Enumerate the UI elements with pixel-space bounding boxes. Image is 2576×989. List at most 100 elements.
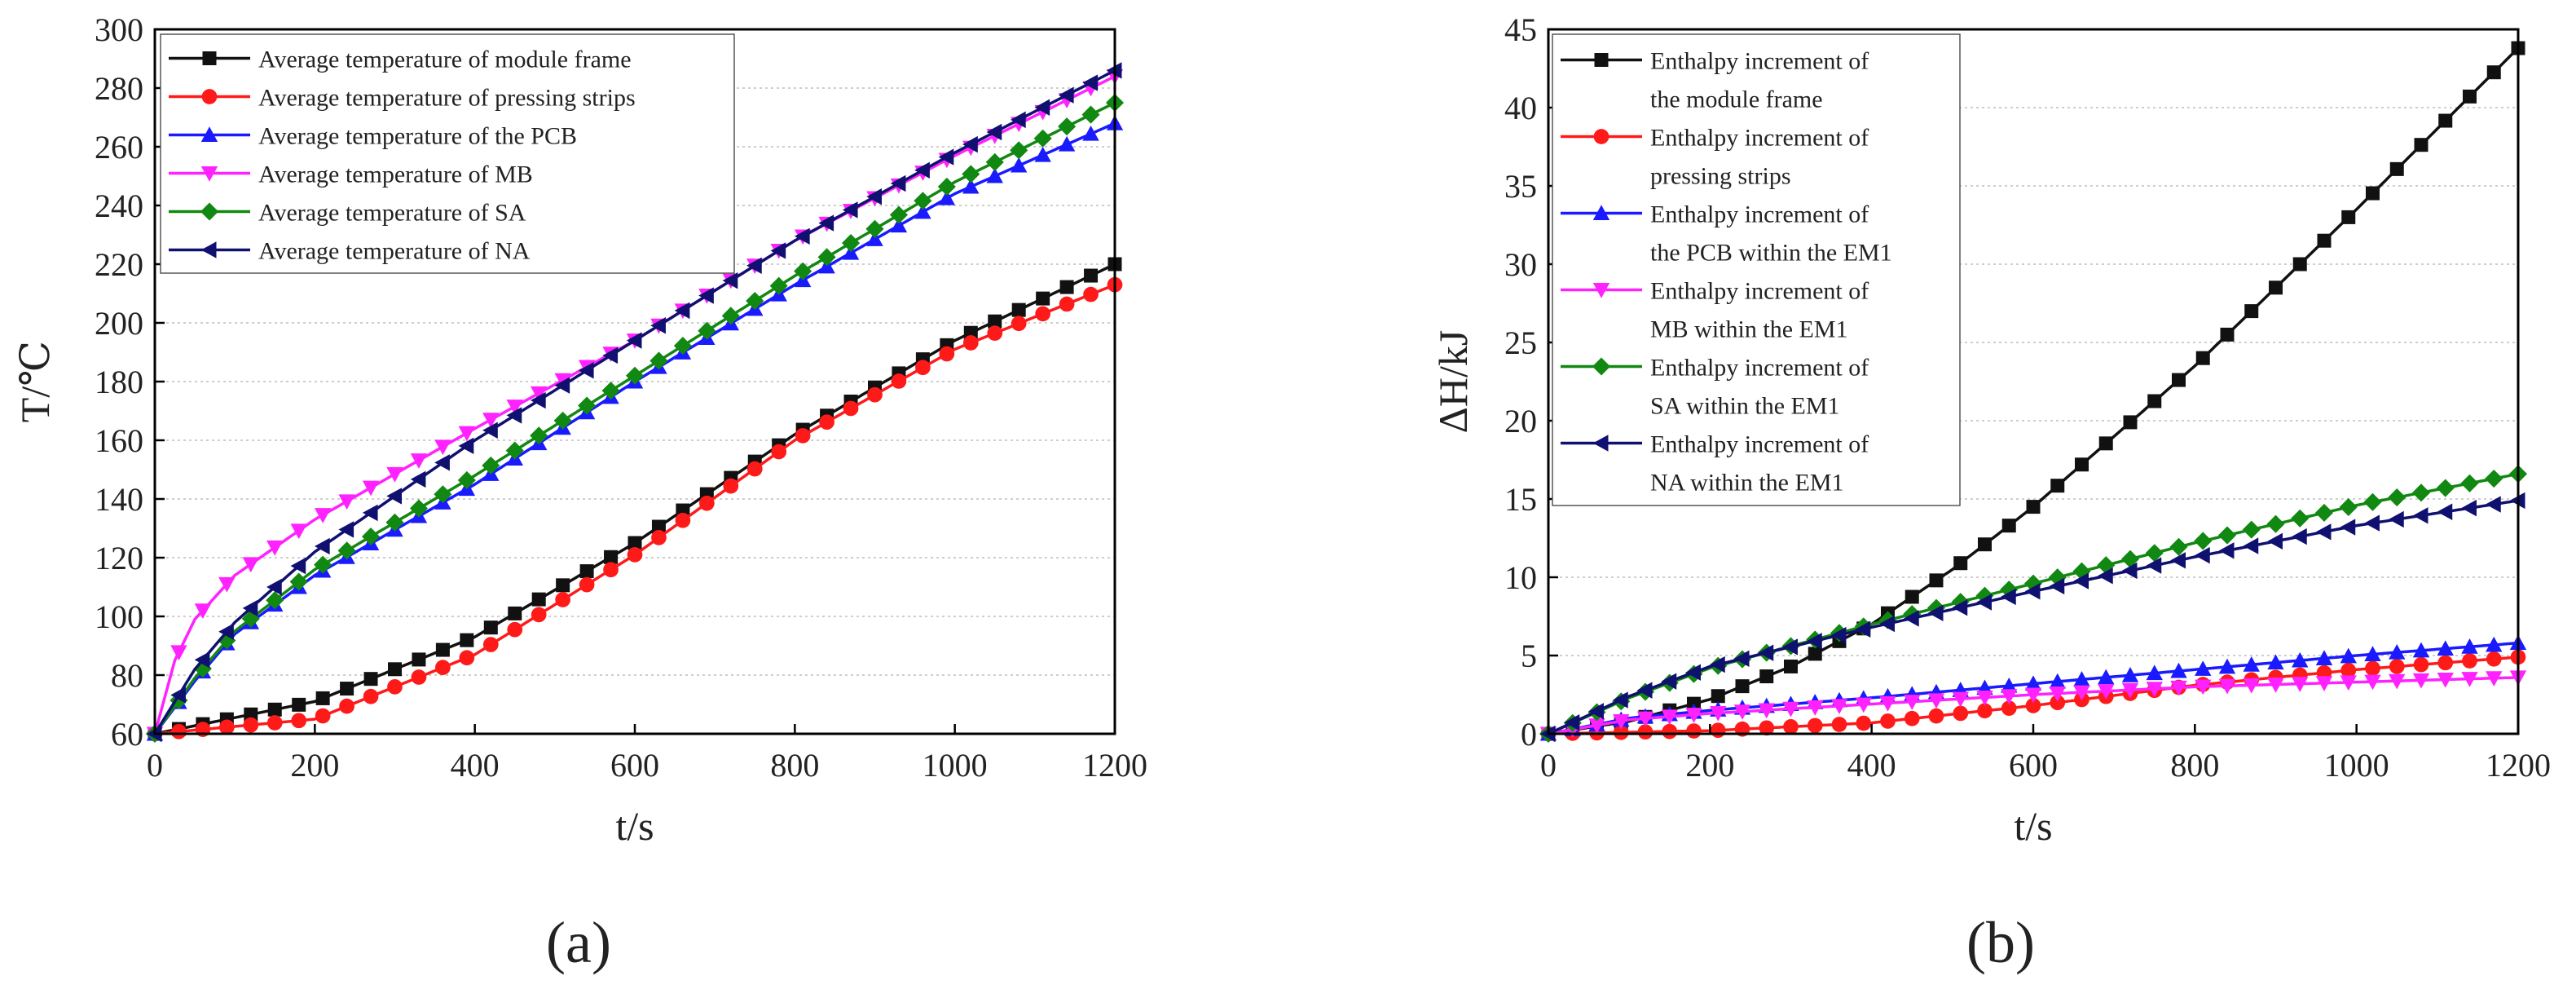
panel-a-series-1-point — [1084, 268, 1099, 283]
panel-b-series-2-point — [2389, 659, 2405, 674]
panel-b-series-4-point — [1807, 700, 1824, 716]
panel-a-y-tick-label: 200 — [95, 305, 143, 342]
panel-a-series-5-point — [1033, 129, 1052, 148]
panel-b-legend-box — [1552, 33, 1961, 506]
panel-b-series-3-point — [2340, 647, 2357, 664]
panel-a-series-2 — [147, 276, 1123, 742]
panel-b-series-5-point — [2217, 526, 2237, 545]
panel-b-series-6-point — [2412, 507, 2428, 524]
panel-a-series-4-point — [434, 439, 451, 456]
panel-a-series-2-point — [411, 669, 427, 685]
panel-a-series-5-point — [505, 441, 524, 460]
panel-a-series-6-point — [698, 287, 714, 304]
panel-a-series-6-point — [890, 174, 906, 192]
panel-a-series-1-point — [292, 697, 306, 712]
panel-b-series-1-point — [2317, 233, 2332, 248]
panel-a-series-5-point — [530, 426, 548, 445]
panel-a-series-1-point — [388, 662, 402, 677]
panel-a-series-4-point — [410, 453, 428, 469]
panel-a-series-3-point — [938, 189, 956, 205]
panel-b-series-4-point — [1613, 713, 1630, 730]
panel-a-series-5-point — [289, 572, 308, 591]
panel-a-series-2-point — [746, 461, 763, 477]
panel-a-series-3-point — [1011, 157, 1028, 173]
panel-a-series-5-point — [314, 555, 332, 574]
panel-a-series-6-point — [386, 488, 402, 505]
panel-b-series-2-point — [1928, 708, 1944, 724]
panel-b-series-5-point — [2242, 520, 2261, 539]
panel-b-series-3-point — [2121, 666, 2139, 682]
panel-a-x-tick-label: 800 — [770, 747, 819, 784]
panel-b-series-4-point — [1758, 703, 1775, 719]
panel-a-series-3-point — [1034, 146, 1051, 162]
panel-b-series-6-point — [1733, 650, 1750, 668]
panel-b-series-2-point — [1710, 722, 1726, 739]
panel-b-series-4-point — [1733, 704, 1751, 720]
panel-a-series-3-point — [1082, 125, 1099, 141]
panel-b-legend-label-6: Enthalpy increment of NA within the EM1 — [1650, 430, 1869, 496]
panel-b-series-6-point — [2218, 542, 2235, 559]
panel-a-legend-label-line: Average temperature of NA — [258, 237, 531, 264]
panel-a-series-4-point — [386, 466, 403, 483]
panel-b-series-3-point — [2146, 664, 2163, 681]
panel-b-legend-label-line: Enthalpy increment of — [1650, 277, 1869, 304]
panel-b-legend-label-5: Enthalpy increment of SA within the EM1 — [1650, 354, 1869, 419]
panel-b-series-2-point — [2486, 651, 2502, 667]
panel-a-legend-label-4: Average temperature of MB — [258, 161, 533, 188]
panel-a-series-5-point — [1081, 105, 1100, 124]
panel-a-series-1-point — [1011, 302, 1026, 317]
panel-a-series-1-point — [412, 652, 426, 667]
panel-b-series-3-point — [2292, 651, 2309, 668]
panel-b-series-2-point — [2340, 662, 2357, 678]
panel-a-series-6-point — [818, 214, 834, 232]
panel-a-series-6-point — [1011, 111, 1026, 129]
panel-a-series-2-point — [699, 495, 715, 511]
panel-a-series-2-point — [531, 607, 547, 623]
panel-b-series-4-point — [2437, 672, 2454, 688]
panel-b-label: (b) — [1966, 910, 2035, 975]
panel-b-series-6-point — [2073, 572, 2089, 589]
panel-a-series-2-point — [771, 444, 787, 460]
panel-b-y-tick-label: 45 — [1504, 11, 1537, 48]
panel-a-series-4-point — [482, 413, 500, 428]
panel-b-series-2-point — [2025, 698, 2041, 713]
panel-a-series-5-point — [721, 307, 740, 325]
panel-b-series-4-point — [2315, 676, 2333, 691]
panel-a-series-line-2 — [154, 283, 1116, 735]
panel-b-series-6-point — [2315, 523, 2332, 541]
panel-a-series-1-point — [988, 314, 1002, 329]
panel-b-series-2-point — [2050, 695, 2066, 711]
panel-a-series-4-point — [170, 645, 187, 661]
panel-b-series-5-point — [2266, 514, 2285, 533]
panel-a-series-1-point — [340, 682, 354, 696]
panel-b-series-2-point — [2365, 660, 2380, 677]
panel-b-series-2-point — [1807, 717, 1823, 734]
panel-a-series-6-point — [962, 135, 978, 153]
panel-a-series-2-point — [651, 529, 667, 545]
panel-b-series-6-point — [2340, 519, 2356, 536]
panel-b-legend-label-line: Enthalpy increment of — [1650, 430, 1869, 457]
panel-b-series-1-point — [2366, 186, 2380, 201]
panel-a-series-6-point — [458, 437, 474, 455]
panel-a-series-6-point — [362, 504, 378, 522]
panel-a-legend-label-line: Average temperature of module frame — [258, 46, 632, 73]
panel-a-series-3-point — [914, 203, 931, 219]
panel-b-series-4-point — [1855, 697, 1872, 713]
panel-a-y-axis-label: T/℃ — [12, 341, 58, 422]
panel-a-series-5-point — [362, 528, 381, 546]
panel-b-series-2-point — [1686, 723, 1702, 739]
panel-a-x-axis-label: t/s — [615, 803, 654, 849]
panel-a-series-2-point — [291, 713, 307, 729]
panel-a-y-tick-label: 100 — [95, 598, 143, 635]
panel-b-x-tick-label: 600 — [2009, 747, 2058, 784]
panel-b-series-6-point — [1758, 644, 1774, 661]
panel-a-series-6-point — [770, 242, 786, 259]
panel-b-series-1-point — [2050, 479, 2065, 493]
panel-a-series-4-point — [218, 576, 236, 593]
panel-b-series-6-point — [1927, 604, 1944, 621]
panel-b-series-5-point — [2388, 488, 2406, 507]
panel-b-y-tick-label: 10 — [1504, 559, 1537, 596]
panel-b-series-6-point — [2001, 588, 2016, 606]
panel-a-series-5-point — [698, 321, 716, 340]
